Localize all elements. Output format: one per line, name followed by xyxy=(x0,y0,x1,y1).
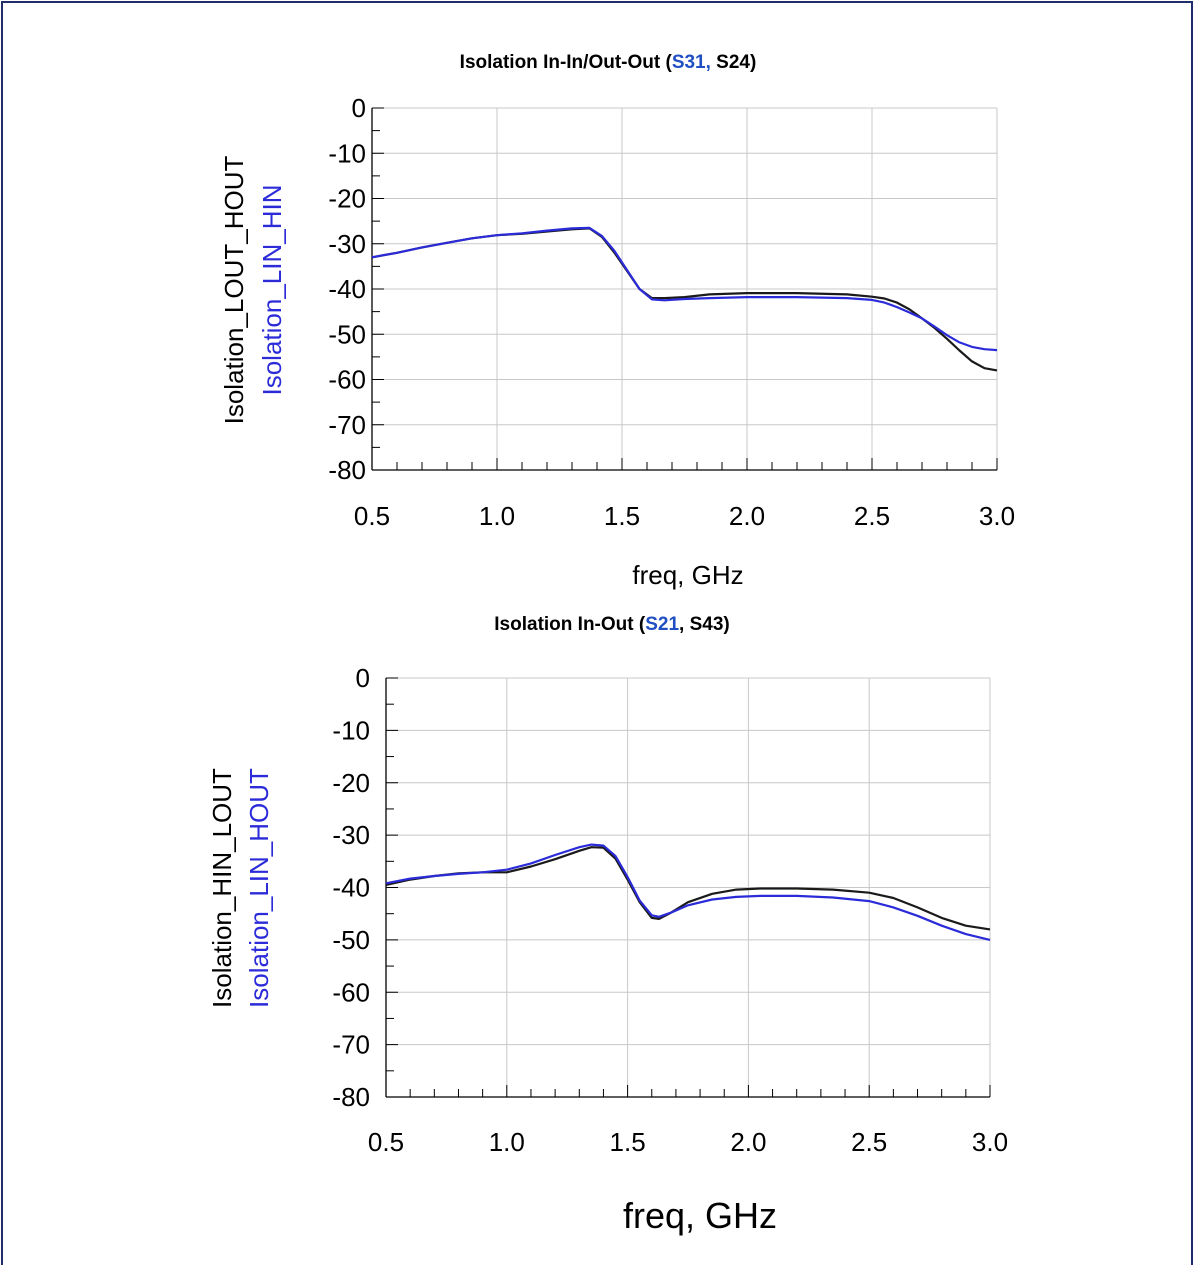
y-tick-label: 0 xyxy=(352,93,366,123)
chart-title-part: S21 xyxy=(645,614,679,635)
y-tick-label: -50 xyxy=(328,319,366,349)
chart-title-part: Isolation In-In/Out-Out ( xyxy=(460,52,673,73)
chart-title-part: S31, xyxy=(672,52,711,73)
x-tick-label: 0.5 xyxy=(368,1127,404,1157)
y-tick-label: -10 xyxy=(328,138,366,168)
x-tick-label: 1.0 xyxy=(489,1127,525,1157)
y-tick-label: -80 xyxy=(332,1082,370,1112)
y-tick-label: -70 xyxy=(332,1030,370,1060)
y-axis-label: Isolation_LIN_HOUT xyxy=(244,768,274,1008)
chart-title: Isolation In-Out (S21, S43) xyxy=(494,614,729,635)
y-tick-label: -30 xyxy=(332,820,370,850)
chart-2: 0 -10 -20 -30 -40 -50 -60 -70 -80 0.5 1.0 1.5 2.0 2.5… xyxy=(207,614,1008,1236)
x-tick-label: 1.5 xyxy=(610,1127,646,1157)
chart-1: 0 -10 -20 -30 -40 -50 -60 -70 -80 0.5 1.0 1.5 2.0 2.5… xyxy=(219,52,1015,590)
x-tick-label: 2.0 xyxy=(730,1127,766,1157)
series-line-1 xyxy=(385,846,991,931)
y-tick-label: -10 xyxy=(332,715,370,745)
y-axis-label: Isolation_LIN_HIN xyxy=(257,185,287,396)
y-axis-label: Isolation_HIN_LOUT xyxy=(207,768,237,1008)
chart-title-part: S24) xyxy=(711,52,756,73)
chart-title-part: , S43) xyxy=(679,614,730,635)
y-tick-label: -80 xyxy=(328,455,366,485)
y-tick-label: -20 xyxy=(332,768,370,798)
x-tick-label: 3.0 xyxy=(972,1127,1008,1157)
x-tick-label: 1.5 xyxy=(604,501,640,531)
y-axis-label: Isolation_LOUT_HOUT xyxy=(219,156,249,425)
y-tick-label: -60 xyxy=(332,977,370,1007)
y-tick-label: -70 xyxy=(328,410,366,440)
x-tick-label: 1.0 xyxy=(479,501,515,531)
x-tick-label: 3.0 xyxy=(979,501,1015,531)
y-tick-label: -30 xyxy=(328,229,366,259)
y-tick-label: -60 xyxy=(328,365,366,395)
y-tick-label: -40 xyxy=(328,274,366,304)
x-axis-label: freq, GHz xyxy=(623,1195,777,1236)
x-tick-label: 2.5 xyxy=(851,1127,887,1157)
series-line-2 xyxy=(385,843,991,941)
y-tick-label: -50 xyxy=(332,925,370,955)
y-tick-label: 0 xyxy=(356,663,370,693)
y-tick-label: -40 xyxy=(332,873,370,903)
chart-title: Isolation In-In/Out-Out (S31, S24) xyxy=(460,52,757,73)
y-tick-label: -20 xyxy=(328,184,366,214)
x-tick-label: 2.0 xyxy=(729,501,765,531)
x-tick-label: 2.5 xyxy=(854,501,890,531)
x-axis-label: freq, GHz xyxy=(632,560,743,590)
chart-title-part: Isolation In-Out ( xyxy=(494,614,646,635)
x-tick-label: 0.5 xyxy=(354,501,390,531)
series-line-2 xyxy=(371,226,998,352)
